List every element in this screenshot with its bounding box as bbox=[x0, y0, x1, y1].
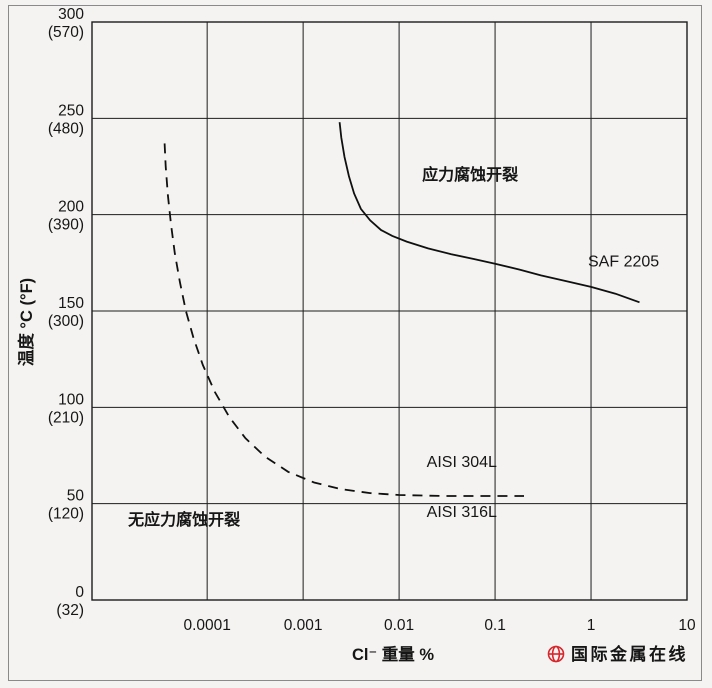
tick-layer: 0.0001 0.001 0.01 0.1 1 10 300(570) 250(480) 200… bbox=[48, 6, 696, 634]
y-tick-label-celsius: 50 bbox=[67, 488, 85, 505]
annotation-aisi-316l-label: AISI 316L bbox=[427, 504, 497, 521]
x-tick-label: 1 bbox=[587, 617, 596, 634]
y-tick-label-celsius: 0 bbox=[75, 584, 84, 601]
y-tick-label-celsius: 100 bbox=[58, 391, 84, 408]
x-tick-label: 0.1 bbox=[484, 617, 506, 634]
annotation-aisi-304l-label: AISI 304L bbox=[427, 454, 497, 471]
y-tick-label-fahrenheit: (120) bbox=[48, 506, 84, 523]
watermark-logo-icon bbox=[547, 645, 565, 663]
watermark-text: 国际金属在线 bbox=[571, 644, 688, 664]
grid-layer bbox=[91, 21, 688, 601]
annotation-layer: 应力腐蚀开裂 SAF 2205 AISI 304L AISI 316L 无应力腐蚀开裂 bbox=[127, 165, 659, 529]
y-tick-label-fahrenheit: (300) bbox=[48, 313, 84, 330]
y-tick-label-fahrenheit: (210) bbox=[48, 409, 84, 426]
x-tick-label: 0.01 bbox=[384, 617, 414, 634]
x-tick-label: 0.0001 bbox=[183, 617, 230, 634]
y-tick-label-fahrenheit: (390) bbox=[48, 217, 84, 234]
curve-layer bbox=[163, 122, 640, 497]
watermark: 国际金属在线 bbox=[547, 644, 688, 664]
annotation-scc-region: 应力腐蚀开裂 bbox=[422, 165, 518, 184]
x-axis-title: Cl⁻ 重量 % bbox=[352, 644, 434, 664]
annotation-no-scc-region: 无应力腐蚀开裂 bbox=[127, 510, 240, 529]
x-tick-label: 10 bbox=[678, 617, 696, 634]
y-tick-label-celsius: 150 bbox=[58, 295, 84, 312]
y-tick-label-celsius: 200 bbox=[58, 199, 84, 216]
y-tick-label-fahrenheit: (570) bbox=[48, 24, 84, 41]
y-tick-label-fahrenheit: (32) bbox=[56, 602, 84, 619]
annotation-saf-2205-label: SAF 2205 bbox=[588, 254, 659, 271]
y-tick-label-fahrenheit: (480) bbox=[48, 120, 84, 137]
y-tick-label-celsius: 300 bbox=[58, 6, 84, 23]
x-tick-label: 0.001 bbox=[284, 617, 323, 634]
curve-aisi-304l-316l bbox=[163, 143, 524, 497]
curve-saf-2205 bbox=[338, 122, 640, 304]
y-tick-label-celsius: 250 bbox=[58, 102, 84, 119]
plot-border bbox=[91, 21, 688, 601]
y-axis-title: 温度 °C (°F) bbox=[16, 278, 36, 366]
